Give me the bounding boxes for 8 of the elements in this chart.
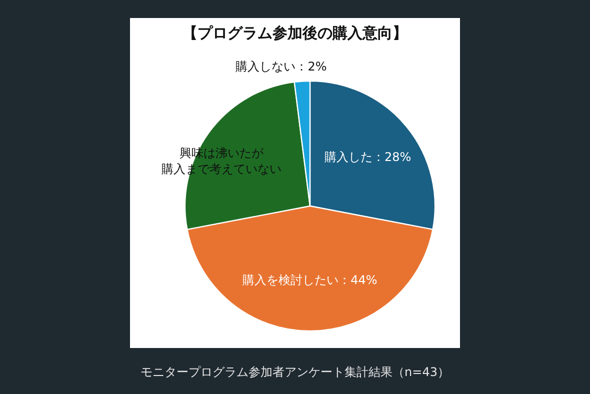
text: モニタープログラム参加者アンケート集計結果（n=43） xyxy=(140,365,450,379)
data-label: ：2% xyxy=(296,60,327,74)
slice-label: 購入した xyxy=(324,150,372,164)
slice-label: 購入を検討したい xyxy=(242,273,339,288)
slice-label: 購入しない xyxy=(236,60,296,74)
data-label: ：44% xyxy=(338,273,378,288)
chart-title: 【プログラム参加後の購入意向】 xyxy=(182,24,408,42)
data-label: ：28% xyxy=(372,150,412,164)
